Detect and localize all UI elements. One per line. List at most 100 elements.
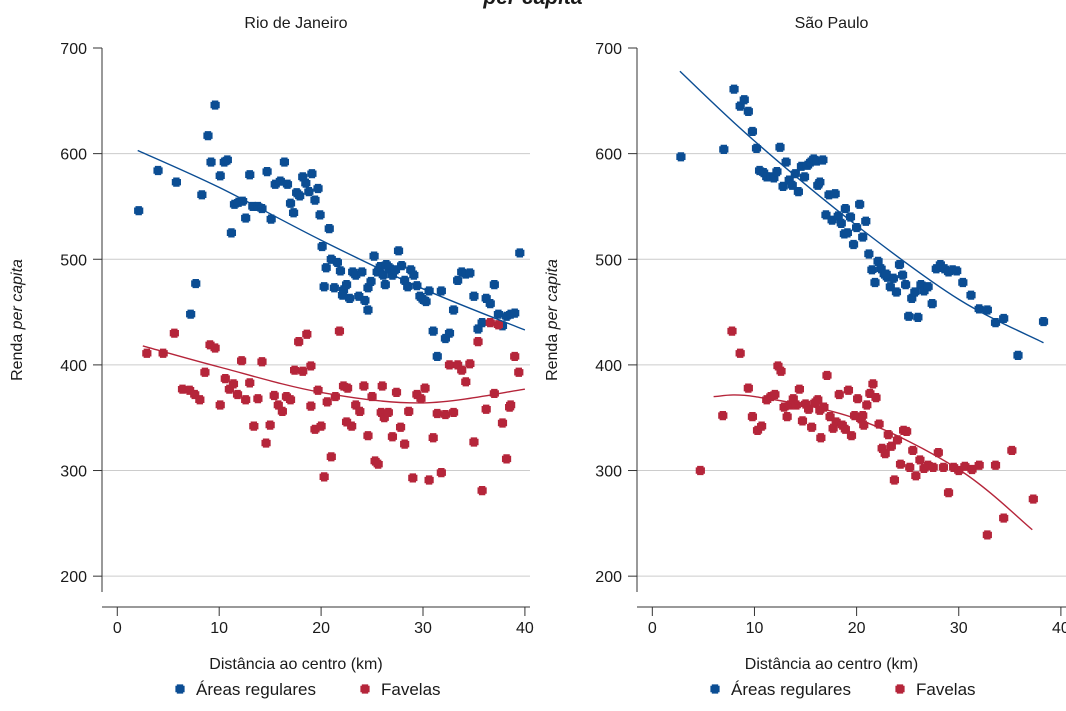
data-point-favela [862, 400, 872, 410]
x-tick-label: 40 [516, 620, 534, 637]
data-point-favela [363, 431, 373, 441]
data-point-regular [489, 280, 499, 290]
data-point-favela [822, 370, 832, 381]
data-point-regular [913, 312, 923, 322]
data-point-favela [341, 417, 352, 427]
y-axis-label: Renda per capita [544, 259, 561, 381]
data-point-regular [215, 171, 225, 181]
data-point-favela [933, 447, 943, 458]
data-point-regular [262, 166, 272, 177]
y-tick-label: 500 [60, 252, 87, 269]
data-point-favela [416, 394, 426, 404]
y-axis-label: Renda per capita [9, 259, 26, 381]
data-point-favela [911, 471, 921, 481]
data-point-favela [404, 406, 414, 416]
data-point-favela [306, 361, 316, 371]
series-favela [142, 318, 524, 496]
data-point-regular [719, 144, 729, 155]
data-point-favela [797, 416, 808, 426]
data-point-regular [743, 106, 753, 116]
data-point-regular [818, 155, 828, 165]
data-point-regular [493, 309, 504, 319]
data-point-regular [241, 213, 251, 223]
y-tick-label: 300 [60, 464, 87, 481]
y-tick-label: 400 [60, 358, 87, 375]
data-point-regular [852, 222, 862, 233]
data-point-favela [880, 449, 890, 459]
data-point-favela [330, 391, 340, 402]
data-point-favela [858, 410, 868, 421]
x-axis-label: Distância ao centro (km) [209, 656, 382, 673]
data-point-favela [889, 475, 900, 485]
data-point-regular [927, 299, 937, 309]
data-point-regular [747, 126, 758, 137]
data-point-favela [905, 462, 915, 472]
data-point-regular [317, 241, 327, 252]
x-tick-label: 20 [848, 620, 866, 637]
data-point-regular [453, 275, 463, 285]
data-point-favela [481, 404, 491, 414]
data-point-regular [515, 248, 525, 258]
data-point-favela [241, 395, 251, 405]
x-tick-label: 30 [414, 620, 432, 637]
data-point-favela [727, 326, 737, 336]
data-point-regular [676, 152, 686, 162]
data-point-favela [177, 384, 188, 394]
data-point-regular [337, 290, 348, 300]
data-point-favela [477, 485, 487, 496]
data-point-regular [781, 157, 791, 167]
data-point-favela [834, 389, 844, 400]
data-point-favela [359, 381, 369, 391]
data-point-favela [840, 424, 850, 434]
legend-marker-favela [895, 684, 905, 694]
data-point-regular [369, 251, 379, 261]
data-point-favela [253, 394, 263, 404]
data-point-favela [326, 452, 336, 462]
legend-label-regular: Áreas regulares [731, 680, 851, 699]
data-point-favela [718, 410, 728, 421]
data-point-favela [469, 437, 479, 447]
data-point-favela [782, 412, 792, 422]
data-point-favela [813, 395, 823, 405]
data-point-regular [380, 280, 390, 290]
data-point-favela [485, 318, 495, 328]
data-point-favela [220, 374, 230, 384]
data-point-favela [228, 379, 239, 389]
data-point-regular [397, 261, 407, 271]
legend-marker-regular [710, 684, 720, 694]
data-point-favela [408, 473, 418, 483]
data-point-favela [210, 343, 220, 353]
x-tick-label: 30 [950, 620, 968, 637]
data-point-regular [282, 179, 293, 189]
data-point-regular [319, 282, 329, 292]
data-point-regular [203, 131, 213, 141]
data-point-regular [966, 290, 976, 300]
data-point-favela [319, 472, 329, 482]
data-point-favela [960, 461, 970, 471]
data-point-favela [367, 391, 377, 402]
x-axis-label: Distância ao centro (km) [745, 656, 918, 673]
data-point-favela [816, 433, 826, 443]
data-point-regular [432, 351, 442, 362]
data-point-favela [908, 445, 918, 456]
data-point-regular [335, 266, 346, 276]
data-point-regular [888, 273, 898, 283]
data-point-regular [357, 267, 367, 277]
data-point-regular [793, 187, 803, 197]
data-point-favela [886, 441, 896, 451]
trend-line-regular [137, 149, 526, 331]
data-point-regular [1013, 350, 1023, 360]
data-point-regular [923, 282, 933, 292]
data-point-favela [290, 365, 300, 375]
data-point-favela [424, 475, 434, 485]
data-point-regular [465, 268, 475, 278]
trend-line-favela [142, 345, 525, 404]
data-point-regular [751, 143, 762, 153]
data-point-regular [477, 318, 487, 328]
data-point-regular [870, 277, 880, 288]
data-point-favela [967, 464, 977, 475]
data-point-regular [891, 287, 902, 297]
trend-line-regular [679, 70, 1044, 344]
chart-panel-1: Rio de Janeiro 200 300 400 500 600 700 0 10 20 30 4… [9, 15, 534, 699]
